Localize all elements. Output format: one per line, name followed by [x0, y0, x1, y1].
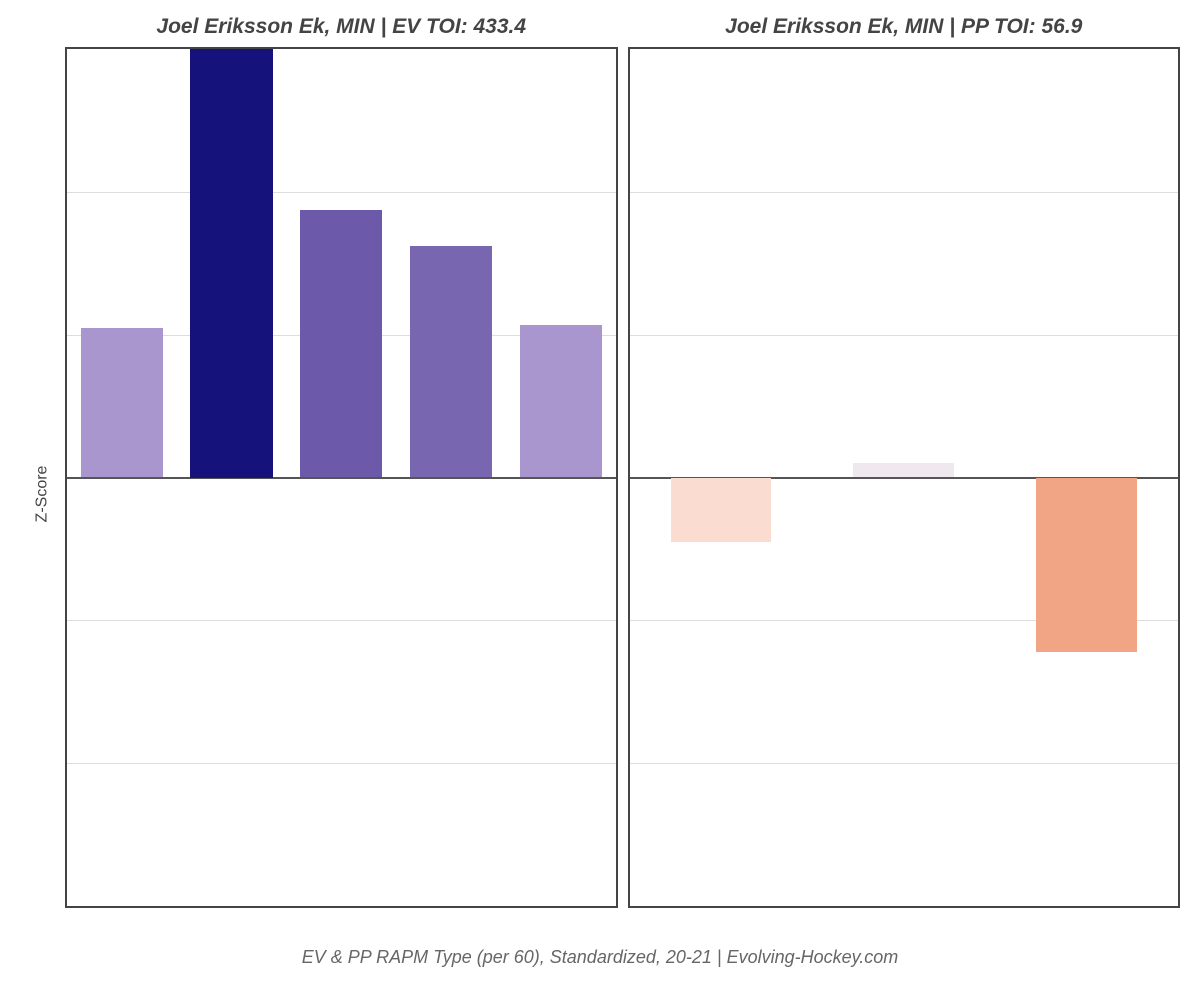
y-axis-label: Z-Score: [33, 466, 51, 523]
bar: [81, 328, 163, 478]
grid-line: [67, 620, 616, 621]
grid-line: [67, 763, 616, 764]
grid-line: [630, 335, 1179, 336]
grid-line: [630, 763, 1179, 764]
bar: [190, 47, 272, 478]
right-plot-area: -3-2-10123GF/60xGF/60CF/60: [628, 47, 1181, 908]
bar: [300, 210, 382, 477]
grid-line: [630, 192, 1179, 193]
bar: [671, 478, 772, 542]
bar: [520, 325, 602, 478]
panels-row: Joel Eriksson Ek, MIN | EV TOI: 433.4 -3…: [65, 15, 1180, 908]
caption: EV & PP RAPM Type (per 60), Standardized…: [0, 947, 1200, 968]
left-panel-title: Joel Eriksson Ek, MIN | EV TOI: 433.4: [65, 15, 618, 47]
bar: [853, 463, 954, 477]
right-panel-title: Joel Eriksson Ek, MIN | PP TOI: 56.9: [628, 15, 1181, 47]
right-panel: Joel Eriksson Ek, MIN | PP TOI: 56.9 -3-…: [628, 15, 1181, 908]
bar: [410, 246, 492, 477]
left-plot-area: -3-2-10123GF/60xGF/60CF/60xGA/60CA/60: [65, 47, 618, 908]
grid-line: [67, 192, 616, 193]
chart-container: Z-Score Joel Eriksson Ek, MIN | EV TOI: …: [0, 0, 1200, 988]
bar: [1036, 478, 1137, 652]
left-panel: Joel Eriksson Ek, MIN | EV TOI: 433.4 -3…: [65, 15, 618, 908]
